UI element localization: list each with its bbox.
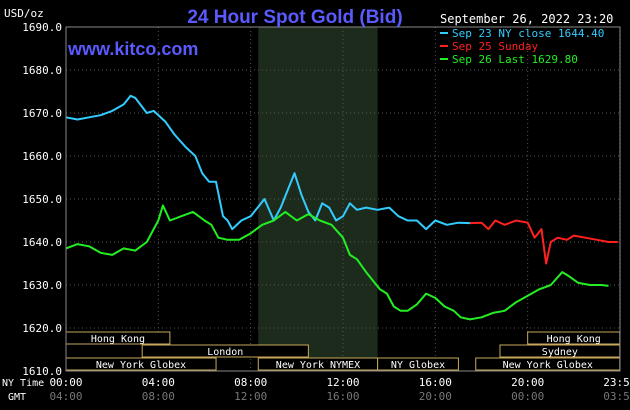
legend-entry: Sep 23 NY close 1644.40 xyxy=(452,27,604,40)
x-tick-label-gmt: 20:00 xyxy=(419,390,452,403)
market-session-label: New York NYMEX xyxy=(276,360,360,371)
x-tick-label-gmt: 03:59 xyxy=(603,390,630,403)
x-tick-label-gmt: 12:00 xyxy=(234,390,267,403)
market-session-label: Hong Kong xyxy=(547,334,601,345)
series-line xyxy=(469,219,618,265)
x-tick-label-ny: 08:00 xyxy=(234,376,267,389)
y-tick-label: 1670.0 xyxy=(22,107,62,120)
plot-frame xyxy=(65,26,621,372)
x-axis-label-ny: NY Time xyxy=(2,378,44,389)
y-tick-label: 1610.0 xyxy=(22,365,62,378)
market-session-box xyxy=(377,357,459,371)
y-tick-label: 1660.0 xyxy=(22,150,62,163)
x-tick-label-ny: 00:00 xyxy=(49,376,82,389)
y-axis-label: USD/oz xyxy=(4,7,44,20)
market-session-label: Sydney xyxy=(542,347,578,358)
market-session-label: New York Globex xyxy=(503,360,593,371)
x-axis: 00:0004:0008:0012:0016:0020:0023:5904:00… xyxy=(2,376,630,403)
y-tick-label: 1680.0 xyxy=(22,64,62,77)
x-tick-label-gmt: 00:00 xyxy=(511,390,544,403)
x-tick-label-ny: 16:00 xyxy=(419,376,452,389)
price-series xyxy=(65,94,618,321)
x-tick-label-ny: 12:00 xyxy=(326,376,359,389)
x-tick-label-ny: 20:00 xyxy=(511,376,544,389)
x-tick-label-gmt: 08:00 xyxy=(142,390,175,403)
x-tick-label-gmt: 04:00 xyxy=(49,390,82,403)
market-sessions: Hong Kong London New York Globex New York N… xyxy=(65,331,621,371)
y-tick-label: 1620.0 xyxy=(22,322,62,335)
y-tick-label: 1630.0 xyxy=(22,279,62,292)
site-url: www.kitco.com xyxy=(67,39,198,59)
x-tick-label-ny: 23:59 xyxy=(603,376,630,389)
series-line xyxy=(65,94,471,231)
market-session-label: New York Globex xyxy=(96,360,186,371)
nymex-session-shading xyxy=(258,27,378,371)
y-axis: 1610.0 1620.0 1630.0 1640.0 1650.0 1660.0 1670… xyxy=(22,21,62,378)
market-session-label: London xyxy=(207,347,243,358)
x-axis-label-gmt: GMT xyxy=(8,392,26,403)
series-line xyxy=(65,204,609,321)
x-tick-label-ny: 04:00 xyxy=(142,376,175,389)
y-tick-label: 1690.0 xyxy=(22,21,62,34)
legend-entry: Sep 26 Last 1629.80 xyxy=(452,53,578,66)
timestamp: September 26, 2022 23:20 xyxy=(440,12,613,26)
y-tick-label: 1650.0 xyxy=(22,193,62,206)
legend-entry: Sep 25 Sunday xyxy=(452,40,538,53)
market-session-box xyxy=(141,344,309,358)
market-session-label: Hong Kong xyxy=(91,334,145,345)
x-tick-label-gmt: 16:00 xyxy=(326,390,359,403)
y-tick-label: 1640.0 xyxy=(22,236,62,249)
market-session-label: NY Globex xyxy=(391,360,445,371)
chart-title: 24 Hour Spot Gold (Bid) xyxy=(187,7,402,28)
